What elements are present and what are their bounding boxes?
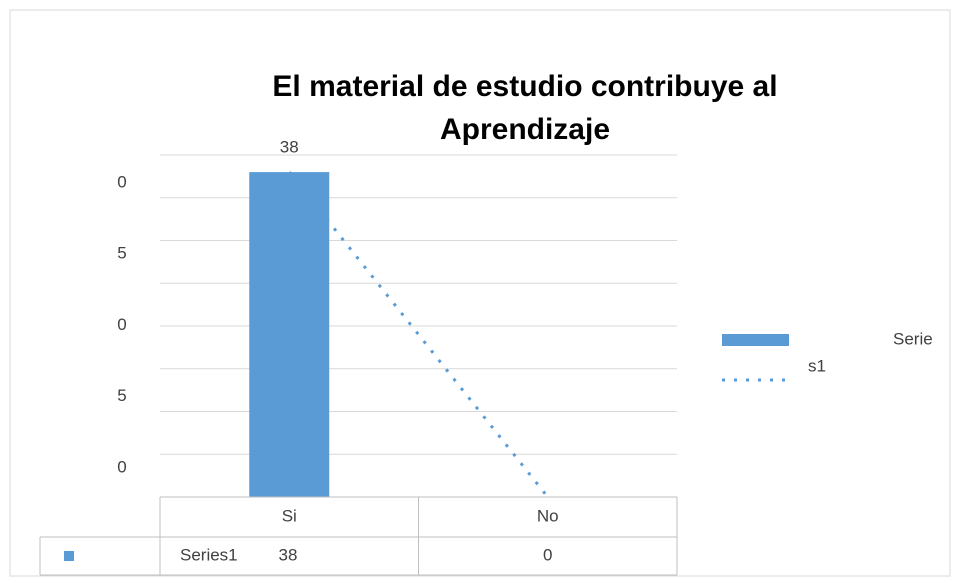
bar (249, 172, 330, 497)
legend-label: Serie (893, 329, 933, 348)
chart-title: El material de estudio contribuye al (272, 70, 777, 103)
y-tick-label: 0 (117, 172, 126, 191)
chart-border (9, 9, 951, 577)
data-label: 38 (280, 138, 299, 157)
y-tick-label: 5 (117, 386, 126, 405)
y-tick-label: 0 (117, 457, 126, 476)
table-value: 38 (279, 545, 298, 564)
table-value: 0 (543, 545, 552, 564)
y-tick-label: 0 (117, 315, 126, 334)
chart-title: Aprendizaje (440, 113, 610, 146)
legend-label: s1 (808, 356, 826, 375)
table-legend-key (64, 551, 74, 561)
legend-key (722, 334, 789, 346)
x-tick-label: No (537, 506, 559, 525)
y-tick-label: 5 (117, 244, 126, 263)
x-tick-label: Si (282, 506, 297, 525)
table-series-name: Series1 (180, 545, 238, 564)
